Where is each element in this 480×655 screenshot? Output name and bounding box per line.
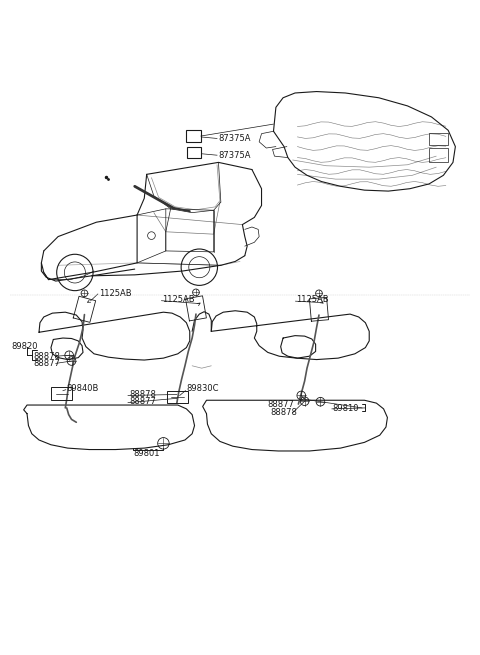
Text: 88877: 88877 bbox=[33, 359, 60, 368]
Text: 88878: 88878 bbox=[270, 408, 297, 417]
Text: 87375A: 87375A bbox=[218, 134, 251, 143]
Bar bbox=[186, 130, 201, 142]
Text: 89830C: 89830C bbox=[186, 384, 219, 393]
Text: 88878: 88878 bbox=[33, 352, 60, 361]
Text: 88877: 88877 bbox=[268, 400, 295, 409]
Text: 89820: 89820 bbox=[11, 342, 38, 351]
Bar bbox=[429, 148, 448, 162]
Text: 89810: 89810 bbox=[333, 404, 360, 413]
Bar bbox=[429, 133, 448, 145]
Bar bbox=[167, 390, 188, 403]
Text: 1125AB: 1125AB bbox=[297, 295, 329, 304]
Text: 88878: 88878 bbox=[129, 390, 156, 399]
Text: 89840B: 89840B bbox=[67, 384, 99, 393]
Text: 88877: 88877 bbox=[129, 397, 156, 406]
Bar bbox=[51, 387, 72, 400]
Bar bbox=[187, 147, 201, 158]
Text: 87375A: 87375A bbox=[218, 151, 251, 160]
Text: 89801: 89801 bbox=[134, 449, 160, 458]
Text: 1125AB: 1125AB bbox=[162, 295, 195, 304]
Text: 1125AB: 1125AB bbox=[99, 290, 132, 299]
